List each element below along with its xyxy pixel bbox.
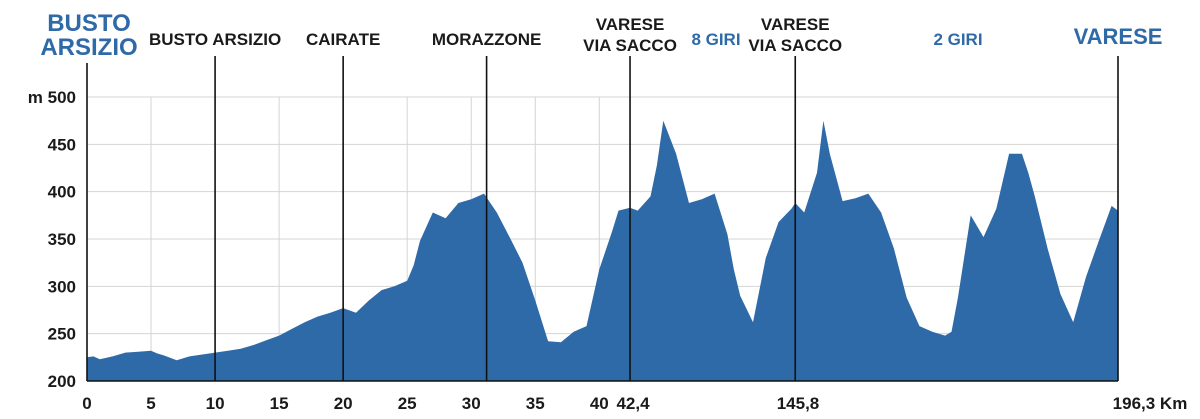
elevation-area bbox=[87, 120, 1118, 381]
axes bbox=[86, 63, 1118, 382]
y-tick-label-200: 200 bbox=[48, 372, 76, 391]
y-tick-label-300: 300 bbox=[48, 277, 76, 296]
start-label-line-2: ARSIZIO bbox=[40, 34, 137, 61]
x-tick-label-25: 25 bbox=[398, 394, 417, 413]
x-tick-label-10: 10 bbox=[206, 394, 225, 413]
place-label-0-line-0: BUSTO ARSIZIO bbox=[149, 30, 281, 49]
place-marker-lines bbox=[214, 56, 1119, 381]
y-tick-label-250: 250 bbox=[48, 325, 76, 344]
x-axis-ticks: 0 5 10 15 20 25 30 35 40 bbox=[82, 394, 608, 413]
y-tick-label-400: 400 bbox=[48, 183, 76, 202]
place-label-1-line-0: CAIRATE bbox=[306, 30, 380, 49]
place-label-2-line-0: MORAZZONE bbox=[432, 30, 542, 49]
place-label-4-line-0: VARESE bbox=[761, 15, 830, 34]
x-tick-label-0: 0 bbox=[82, 394, 91, 413]
lap-label-8-giri: 8 GIRI bbox=[691, 30, 740, 49]
x-tick-label-15: 15 bbox=[270, 394, 289, 413]
km-marker-145-8: 145,8 bbox=[777, 394, 820, 413]
place-label-3-line-0: VARESE bbox=[596, 15, 665, 34]
place-label-4-line-1: VIA SACCO bbox=[748, 36, 842, 55]
lap-label-2-giri: 2 GIRI bbox=[933, 30, 982, 49]
x-tick-label-35: 35 bbox=[526, 394, 545, 413]
km-marker-42-4: 42,4 bbox=[616, 394, 650, 413]
finish-label: VARESE bbox=[1074, 24, 1163, 49]
km-marker-196-3: 196,3 Km bbox=[1113, 394, 1188, 413]
x-tick-label-20: 20 bbox=[334, 394, 353, 413]
y-axis-ticks: 200 250 300 350 400 450 m 500 bbox=[28, 88, 76, 391]
place-labels: BUSTO ARSIZIO CAIRATE MORAZZONE VARESE VIA S… bbox=[149, 15, 842, 55]
x-tick-label-5: 5 bbox=[146, 394, 155, 413]
place-label-3-line-1: VIA SACCO bbox=[583, 36, 677, 55]
y-tick-label-350: 350 bbox=[48, 230, 76, 249]
start-label-line-1: BUSTO bbox=[47, 10, 131, 37]
x-tick-label-40: 40 bbox=[590, 394, 609, 413]
x-tick-label-30: 30 bbox=[462, 394, 481, 413]
y-tick-label-450: 450 bbox=[48, 135, 76, 154]
y-tick-label-500: m 500 bbox=[28, 88, 76, 107]
